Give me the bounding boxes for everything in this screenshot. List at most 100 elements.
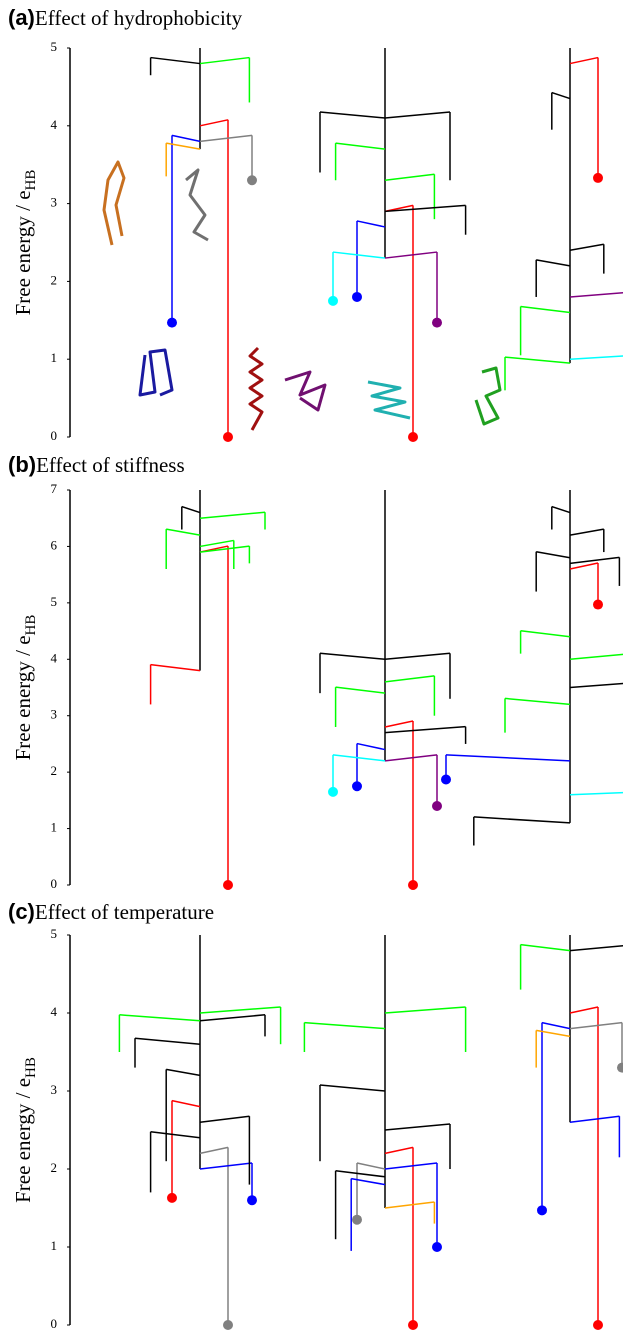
panel: (c)Effect of temperature Free energy / eH… bbox=[8, 899, 623, 1331]
minimum bbox=[408, 1320, 418, 1330]
minimum bbox=[167, 1192, 177, 1203]
branch-link bbox=[536, 1029, 571, 1038]
minimum bbox=[247, 175, 257, 186]
minimum bbox=[352, 291, 362, 302]
minimum bbox=[408, 432, 418, 442]
branch-link bbox=[199, 539, 234, 548]
branch-link bbox=[520, 943, 571, 952]
branch-link bbox=[569, 355, 623, 360]
y-tick-label: 1 bbox=[51, 1238, 58, 1253]
minimum bbox=[328, 295, 338, 306]
branch-link bbox=[166, 142, 201, 150]
branch-link bbox=[335, 142, 386, 150]
branch-link bbox=[384, 1123, 451, 1131]
branch-link bbox=[520, 629, 571, 638]
branch-link bbox=[356, 742, 386, 751]
panel-label: (b) bbox=[8, 452, 36, 477]
branch-link bbox=[520, 305, 571, 314]
minimum bbox=[432, 317, 442, 328]
branch-link bbox=[356, 220, 386, 228]
panel-label: (a) bbox=[8, 5, 35, 30]
minimum bbox=[223, 880, 233, 890]
minimum bbox=[593, 172, 603, 183]
y-axis-label: Free energy / eHB bbox=[11, 615, 39, 761]
minimum bbox=[593, 1320, 603, 1330]
branch-link bbox=[569, 292, 623, 298]
branch-link bbox=[199, 1115, 250, 1123]
minimum bbox=[352, 1214, 362, 1225]
branch-link bbox=[351, 1177, 386, 1186]
panel: (b)Effect of stiffness Free energy / eHB 0… bbox=[8, 452, 623, 891]
branch-link bbox=[319, 111, 386, 119]
branch-link bbox=[384, 652, 451, 661]
y-tick-label: 3 bbox=[51, 1082, 58, 1097]
branch-link bbox=[384, 1201, 435, 1209]
y-label-sub: HB bbox=[23, 1057, 39, 1078]
minimum bbox=[167, 317, 177, 328]
branch-link bbox=[569, 1006, 599, 1014]
branch-link bbox=[134, 1037, 201, 1045]
branch-link bbox=[171, 134, 201, 143]
branch-link bbox=[199, 511, 266, 519]
y-tick-label: 0 bbox=[51, 876, 58, 891]
y-axis-label: Free energy / eHB bbox=[11, 170, 39, 316]
y-tick-label: 5 bbox=[51, 926, 58, 941]
title-text: Effect of temperature bbox=[35, 900, 214, 924]
y-tick-label: 5 bbox=[51, 39, 58, 54]
branch-link bbox=[384, 1006, 466, 1014]
branch-link bbox=[504, 697, 571, 706]
minimum bbox=[432, 801, 442, 811]
y-tick-label: 3 bbox=[51, 707, 58, 722]
branch-link bbox=[335, 1170, 386, 1178]
y-tick-label: 2 bbox=[51, 272, 58, 287]
y-label-sub: HB bbox=[23, 170, 39, 191]
branch-link bbox=[384, 675, 435, 683]
branch-link bbox=[199, 134, 253, 143]
inset-structures bbox=[102, 160, 502, 431]
branch-link bbox=[569, 562, 599, 570]
branch-link bbox=[199, 56, 250, 65]
y-label-main: Free energy / e bbox=[11, 635, 35, 760]
branch-link bbox=[551, 91, 571, 100]
branch-link bbox=[150, 56, 201, 65]
minimum bbox=[593, 599, 603, 610]
branch-link bbox=[536, 550, 571, 559]
branch-link bbox=[319, 1084, 386, 1092]
y-tick-label: 4 bbox=[51, 1004, 58, 1019]
minimum bbox=[617, 1062, 623, 1073]
branch-link bbox=[384, 1146, 414, 1155]
y-tick-label: 7 bbox=[51, 481, 58, 496]
y-tick-label: 0 bbox=[51, 428, 58, 443]
branch-link bbox=[171, 1099, 201, 1108]
branch-link bbox=[569, 556, 620, 565]
y-axis-label: Free energy / eHB bbox=[11, 1057, 39, 1203]
branch-link bbox=[199, 1014, 266, 1022]
branch-link bbox=[384, 1162, 438, 1170]
branch-link bbox=[199, 1162, 253, 1170]
branch-link bbox=[384, 754, 438, 762]
branch-link bbox=[384, 725, 466, 734]
branch-link bbox=[569, 56, 599, 65]
branch-link bbox=[356, 1162, 386, 1170]
branch-link bbox=[445, 754, 571, 762]
branch-link bbox=[551, 505, 571, 514]
branch-link bbox=[541, 1021, 571, 1030]
minimum bbox=[352, 781, 362, 792]
branch-link bbox=[304, 1021, 386, 1030]
y-tick-label: 5 bbox=[51, 594, 58, 609]
branch-link bbox=[199, 1146, 229, 1155]
branch-link bbox=[569, 1021, 623, 1030]
y-tick-label: 1 bbox=[51, 820, 58, 835]
branch-link bbox=[332, 251, 386, 259]
branch-link bbox=[384, 173, 435, 182]
y-tick-label: 1 bbox=[51, 350, 58, 365]
branch-link bbox=[335, 686, 386, 694]
title-text: Effect of hydrophobicity bbox=[35, 6, 243, 30]
y-label-main: Free energy / e bbox=[11, 1078, 35, 1203]
branch-link bbox=[473, 816, 571, 824]
branch-link bbox=[166, 528, 201, 536]
branch-link bbox=[384, 720, 414, 728]
branch-link bbox=[150, 663, 201, 672]
y-tick-label: 6 bbox=[51, 537, 58, 552]
minimum bbox=[432, 1242, 442, 1252]
